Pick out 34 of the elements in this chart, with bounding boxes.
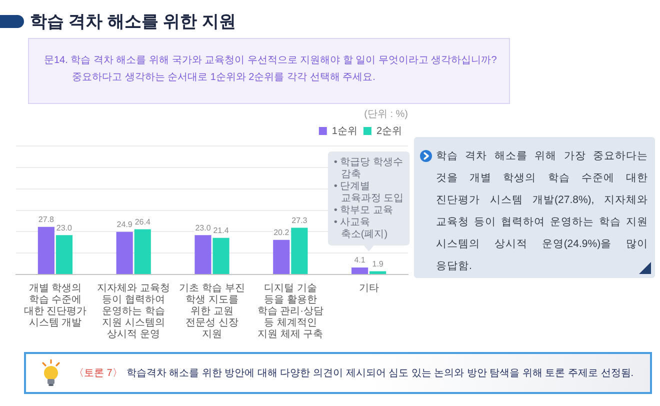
bar	[38, 226, 54, 274]
bar	[56, 235, 73, 274]
bar	[273, 240, 290, 274]
chart-subtitle: 문14. 학습 격차 해소를 위해 국가와 교육청이 우선적으로 지원해야 할 일이 무엇이라고 생각하십니까? 중요하다고 생각하는 순서대로 1순위와 2순위를 각각 선택해 주세요.	[44, 54, 498, 85]
x-tick-label: 지자체와 교육청 등이 협력하여 운영하는 학습 지원 시스템의 상시적 운영	[97, 283, 170, 340]
data-label: 27.8	[38, 215, 55, 224]
x-tick-label: 기타	[358, 283, 379, 294]
legend-label: 2순위	[376, 126, 402, 137]
bar	[351, 267, 368, 274]
bar	[194, 235, 212, 274]
data-label: 20.2	[274, 228, 290, 238]
text: 학습 격차 해소를 위해 가장 중요하다는 것을 개별 학생의 학습 수준에 대한 진단평가 시스템 개발(27.8%), 지자체와 교육청 등이 협력하여 운영하는 학습 지원 시스템의 상시적 운영(24.9%)을 많이 응답함.	[436, 149, 648, 274]
annotation: • 학급당 학생수 감축 • 단계별 교육과정 도입 • 학부모 교육 • 사교육 축소(폐지)	[334, 157, 404, 240]
data-label: 24.9	[116, 220, 133, 230]
data-label: 27.3	[292, 216, 308, 225]
data-label: 1.9	[372, 259, 384, 268]
bar	[370, 271, 386, 274]
legend-label: 1순위	[332, 126, 358, 137]
data-label: 23.0	[195, 223, 212, 232]
x-tick-label: 개별 학생의 학습 수준에 대한 진단평가 시스템 개발	[24, 283, 87, 328]
bar	[116, 232, 133, 274]
x-tick-label: 기초 학습 부진 학생 지도를 위한 교원 전문성 신장 지원	[179, 283, 245, 340]
data-label: 23.0	[56, 223, 73, 232]
data-label: 21.4	[213, 226, 230, 236]
text: 〈토론 7〉	[74, 368, 122, 379]
bar	[291, 228, 308, 274]
x-tick-label: 디지털 기술 등을 활용한 학습 관리·상담 등 체계적인 지원 체제 구축	[257, 283, 324, 340]
data-label: 26.4	[134, 217, 151, 226]
bar	[212, 238, 230, 274]
text: (단위 : %)	[363, 108, 408, 121]
chart-title: 학습 격차 해소를 위한 지원	[30, 11, 236, 33]
data-label: 4.1	[354, 256, 366, 265]
text: 학습격차 해소를 위한 방안에 대해 다양한 의견이 제시되어 심도 있는 논의와 방안 탐색을 위해 토론 주제로 선정됨.	[126, 368, 634, 379]
bar	[134, 229, 151, 274]
